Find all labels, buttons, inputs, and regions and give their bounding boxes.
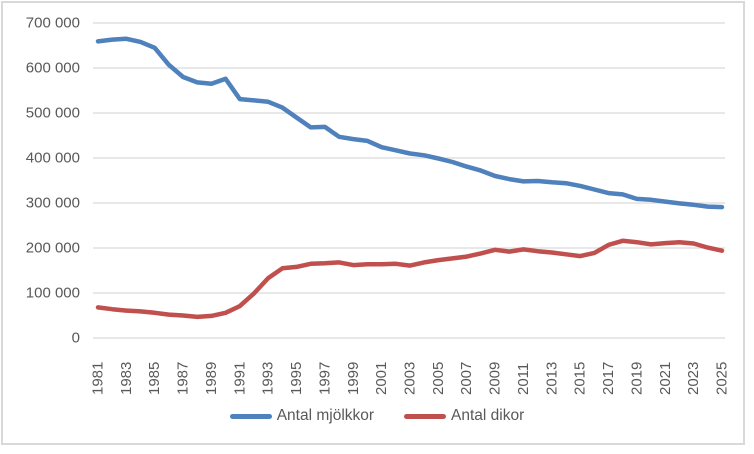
x-axis-tick-label: 2025	[714, 362, 731, 395]
x-axis-tick-label: 2019	[628, 362, 645, 395]
x-axis-tick-label: 2015	[572, 362, 589, 395]
x-axis-tick-label: 1985	[146, 362, 163, 395]
x-axis-tick-label: 2007	[458, 362, 475, 395]
y-axis-tick-label: 500 000	[26, 105, 80, 122]
x-axis-tick-label: 2021	[657, 362, 674, 395]
x-axis-tick-label: 1999	[345, 362, 362, 395]
y-axis-tick-label: 200 000	[26, 240, 80, 257]
y-axis-tick-label: 300 000	[26, 195, 80, 212]
legend-item-antal-mj-lkkor: Antal mjölkkor	[229, 407, 375, 425]
y-axis-tick-label: 0	[72, 330, 80, 347]
x-axis-tick-label: 1995	[288, 362, 305, 395]
x-axis-tick-label: 1991	[231, 362, 248, 395]
chart-legend: Antal mjölkkor Antal dikor	[0, 407, 754, 425]
x-axis-tick-label: 1997	[316, 362, 333, 395]
x-axis-tick-label: 2001	[373, 362, 390, 395]
y-axis-tick-label: 400 000	[26, 150, 80, 167]
x-axis-tick-label: 2017	[600, 362, 617, 395]
y-axis-tick-label: 700 000	[26, 15, 80, 32]
y-axis-tick-label: 100 000	[26, 285, 80, 302]
x-axis-tick-label: 1987	[175, 362, 192, 395]
legend-label: Antal mjölkkor	[276, 407, 375, 424]
x-axis-tick-label: 2011	[515, 363, 532, 395]
x-axis-tick-label: 2023	[685, 362, 702, 395]
legend-item-antal-dikor: Antal dikor	[404, 407, 524, 425]
x-axis-tick-label: 1983	[118, 362, 135, 395]
y-axis-tick-label: 600 000	[26, 60, 80, 77]
x-axis-tick-label: 2013	[543, 362, 560, 395]
x-axis-tick-label: 1989	[203, 362, 220, 395]
x-axis-tick-label: 2005	[430, 362, 447, 395]
series-line-antal-mj-lkkor	[95, 36, 725, 210]
legend-label: Antal dikor	[451, 407, 525, 424]
legend-line-marker	[229, 413, 272, 419]
legend-line-marker	[404, 413, 447, 419]
series-line-antal-dikor	[95, 238, 725, 320]
x-axis-tick-label: 2003	[402, 362, 419, 395]
x-axis-tick-label: 2009	[487, 362, 504, 395]
x-axis-tick-label: 1993	[260, 362, 277, 395]
x-axis-tick-label: 1981	[90, 362, 107, 395]
